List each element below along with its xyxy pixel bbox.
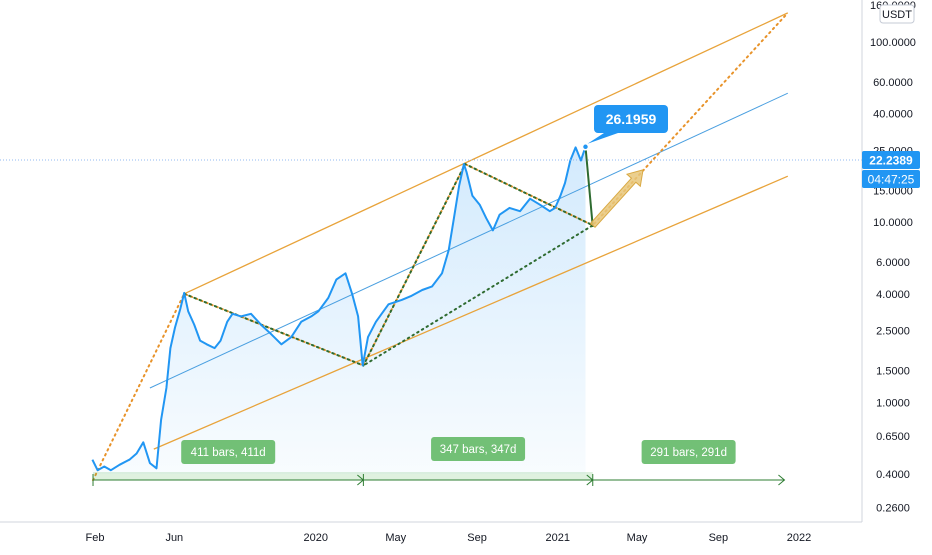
- channel-mid-line[interactable]: [149, 92, 789, 389]
- y-tick-label: 60.0000: [873, 77, 913, 89]
- currency-badge-box: [879, 4, 915, 24]
- last-price-badge: [862, 151, 920, 169]
- projection-arrow[interactable]: [586, 164, 650, 232]
- x-tick-label: May: [627, 532, 648, 544]
- y-axis-ticks[interactable]: 160.0000100.000060.000040.000025.000015.…: [870, 0, 916, 514]
- x-tick-label: May: [385, 532, 406, 544]
- countdown-badge: [862, 170, 920, 188]
- y-tick-label: 2.5000: [876, 326, 910, 338]
- date-range[interactable]: 291 bars, 291d: [592, 440, 786, 486]
- y-tick-label: 0.6500: [876, 431, 910, 443]
- y-tick-label: 40.0000: [873, 109, 913, 121]
- x-tick-label: Sep: [709, 532, 729, 544]
- y-tick-label: 6.0000: [876, 257, 910, 269]
- callout-anchor-point: [581, 143, 590, 151]
- x-tick-label: 2020: [304, 532, 328, 544]
- y-tick-label: 1.0000: [876, 397, 910, 409]
- price-line[interactable]: [91, 146, 587, 472]
- date-range-label: 347 bars, 347d: [440, 444, 517, 456]
- date-range-label: 291 bars, 291d: [650, 447, 727, 459]
- drawing-tools[interactable]: [92, 11, 789, 482]
- price-area-fill: [92, 146, 586, 475]
- x-tick-label: Sep: [467, 532, 487, 544]
- date-range[interactable]: 347 bars, 347d: [362, 437, 594, 486]
- y-tick-label: 15.0000: [873, 185, 913, 197]
- last-price-marker: 22.2389 04:47:25: [862, 151, 920, 188]
- series-area-fill: [92, 146, 586, 475]
- green-dotted-path[interactable]: [183, 162, 595, 367]
- projection-arrow-shape: [589, 169, 644, 229]
- channel-upper-line[interactable]: [183, 12, 789, 295]
- callout-pointer: [587, 133, 618, 144]
- y-tick-label: 0.4000: [876, 469, 910, 481]
- date-range-label-box: [181, 440, 276, 464]
- x-axis-ticks[interactable]: Feb Jun 2020 May Sep 2021 May Sep 2022: [86, 532, 812, 544]
- y-tick-label: 1.5000: [876, 366, 910, 378]
- x-tick-label: Feb: [86, 532, 105, 544]
- countdown-label: 04:47:25: [868, 173, 915, 187]
- date-range-band: [363, 472, 593, 480]
- date-range-label: 411 bars, 411d: [191, 447, 266, 459]
- callout-box: [594, 105, 668, 133]
- last-price-label: 22.2389: [869, 154, 913, 168]
- x-tick-label: Jun: [165, 532, 183, 544]
- callout-label: 26.1959: [606, 111, 657, 127]
- price-scale-background: [862, 0, 932, 550]
- price-series[interactable]: [91, 146, 587, 472]
- channel-lower-line[interactable]: [153, 175, 789, 450]
- date-range-arrowhead: [778, 474, 786, 486]
- projection-drop-line[interactable]: [584, 146, 594, 228]
- date-range[interactable]: 411 bars, 411d: [92, 440, 365, 486]
- y-tick-label: 100.0000: [870, 37, 916, 49]
- date-range-tools[interactable]: 411 bars, 411d 347 bars, 347d 291 bars, 29…: [92, 437, 786, 486]
- y-tick-label: 10.0000: [873, 217, 913, 229]
- x-tick-label: 2022: [787, 532, 811, 544]
- x-tick-label: 2021: [545, 532, 569, 544]
- y-tick-label: 4.0000: [876, 289, 910, 301]
- currency-label: USDT: [882, 9, 912, 21]
- currency-badge[interactable]: USDT: [879, 4, 915, 24]
- price-callout[interactable]: 26.1959: [581, 105, 668, 151]
- y-tick-label: 0.2600: [876, 503, 910, 515]
- date-range-label-box: [431, 437, 526, 461]
- date-range-label-box: [641, 440, 736, 464]
- date-range-band: [93, 472, 364, 480]
